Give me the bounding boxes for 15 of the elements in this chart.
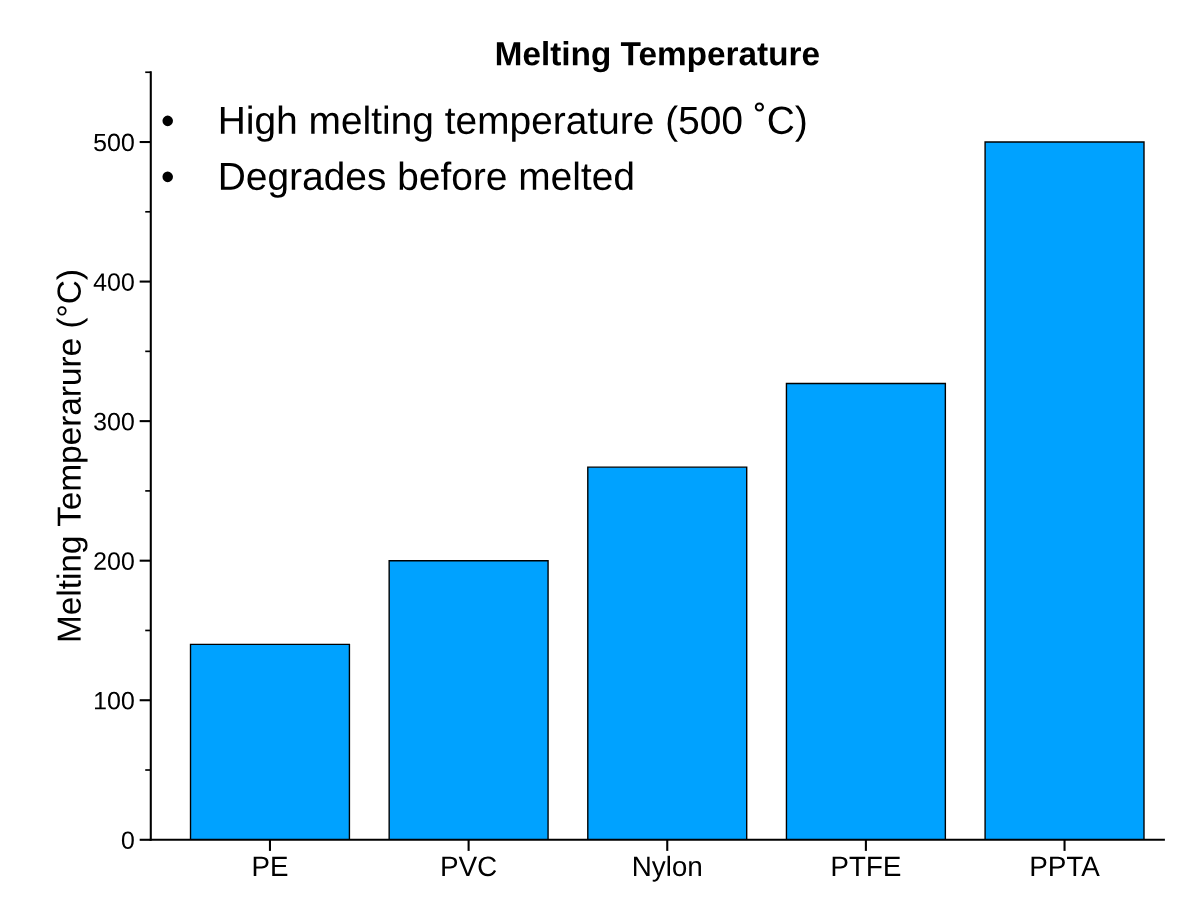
- y-tick-label: 400: [93, 273, 134, 291]
- y-tick-label: 200: [94, 552, 134, 570]
- chart-title: Melting Temperature: [496, 41, 819, 73]
- y-tick-label: 500: [94, 133, 134, 152]
- annotation: • Degrades before melted: [162, 161, 633, 198]
- y-tick-label: 100: [95, 691, 134, 710]
- y-tick-label: 0: [121, 831, 134, 850]
- y-axis-title: Melting Temperarure (°C): [56, 271, 88, 641]
- x-tick-label: PPTA: [1031, 856, 1100, 876]
- y-tick-label: 300: [94, 412, 134, 431]
- x-tick-label: PE: [253, 856, 288, 876]
- annotation: • High melting temperature (500 ˚C): [162, 102, 806, 142]
- x-tick-label: PTFE: [832, 856, 901, 876]
- x-tick-label: PVC: [442, 856, 497, 877]
- x-tick-label: Nylon: [634, 855, 701, 882]
